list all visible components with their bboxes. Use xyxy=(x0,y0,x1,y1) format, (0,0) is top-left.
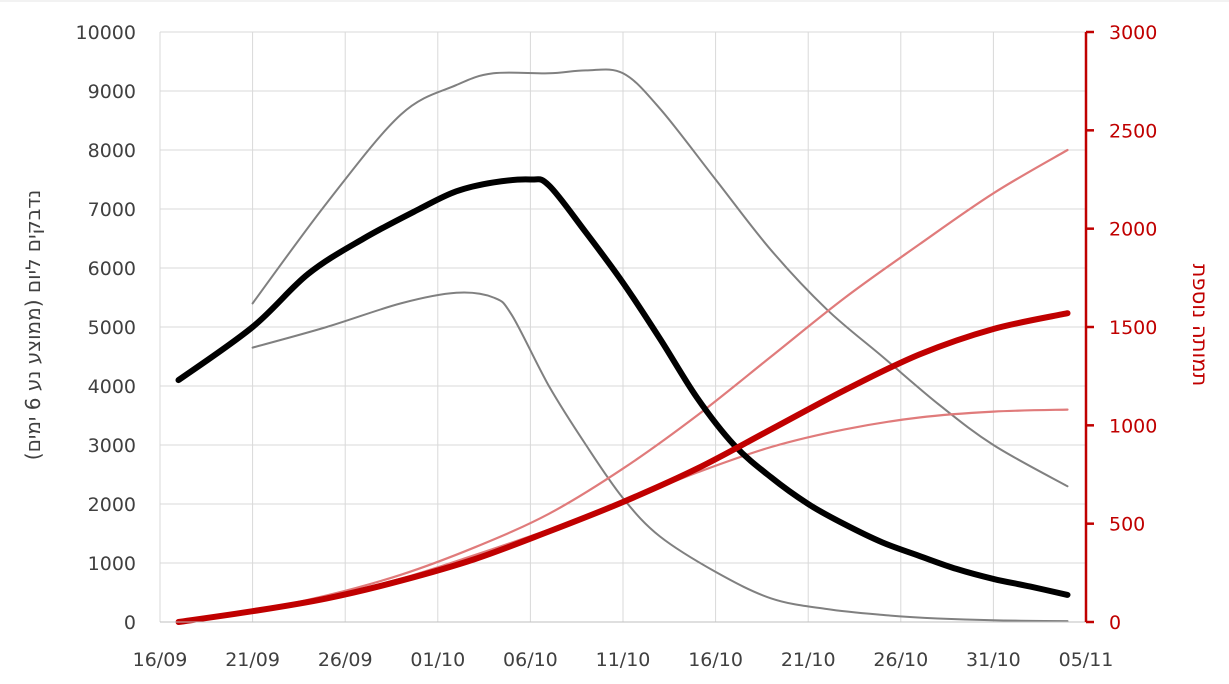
x-tick-label: 26/09 xyxy=(318,649,373,671)
series-line-cases-band xyxy=(251,291,1069,623)
y-left-tick-label: 2000 xyxy=(88,494,136,516)
x-tick-label: 31/10 xyxy=(966,649,1021,671)
y-left-tick-label: 0 xyxy=(124,612,136,634)
x-tick-label: 26/10 xyxy=(873,649,928,671)
x-tick-label: 16/09 xyxy=(133,649,188,671)
y-axis-left-title: נדבקים ליום (ממוצע נע 6 ימים) xyxy=(21,190,45,460)
y-axis-right-title: תמותה נוספת xyxy=(1188,264,1212,387)
y-left-tick-label: 1000 xyxy=(88,553,136,575)
y-left-tick-label: 9000 xyxy=(88,81,136,103)
y-right-tick-label: 1000 xyxy=(1109,415,1157,437)
y-right-tick-label: 500 xyxy=(1109,514,1145,536)
y-right-tick-label: 1500 xyxy=(1109,317,1157,339)
x-tick-label: 21/09 xyxy=(225,649,280,671)
y-right-tick-label: 3000 xyxy=(1109,22,1157,44)
axes: 0100020003000400050006000700080009000100… xyxy=(76,22,1158,671)
y-left-tick-label: 6000 xyxy=(88,258,136,280)
y-right-tick-label: 2000 xyxy=(1109,219,1157,241)
y-right-tick-label: 2500 xyxy=(1109,120,1157,142)
y-left-tick-label: 3000 xyxy=(88,435,136,457)
x-tick-label: 16/10 xyxy=(688,649,743,671)
x-tick-label: 06/10 xyxy=(503,649,558,671)
y-right-tick-label: 0 xyxy=(1109,612,1121,634)
x-tick-label: 01/10 xyxy=(410,649,465,671)
y-left-tick-label: 8000 xyxy=(88,140,136,162)
series-line-cases xyxy=(175,176,1071,598)
x-tick-label: 21/10 xyxy=(781,649,836,671)
y-left-tick-label: 7000 xyxy=(88,199,136,221)
grid xyxy=(0,0,1229,622)
y-left-tick-label: 10000 xyxy=(76,22,136,44)
series-line-deaths xyxy=(175,310,1071,625)
y-left-tick-label: 5000 xyxy=(88,317,136,339)
series-layer xyxy=(175,68,1071,625)
x-tick-label: 11/10 xyxy=(596,649,651,671)
x-tick-label: 05/11 xyxy=(1059,649,1114,671)
y-left-tick-label: 4000 xyxy=(88,376,136,398)
series-line-cases-band xyxy=(251,68,1069,488)
